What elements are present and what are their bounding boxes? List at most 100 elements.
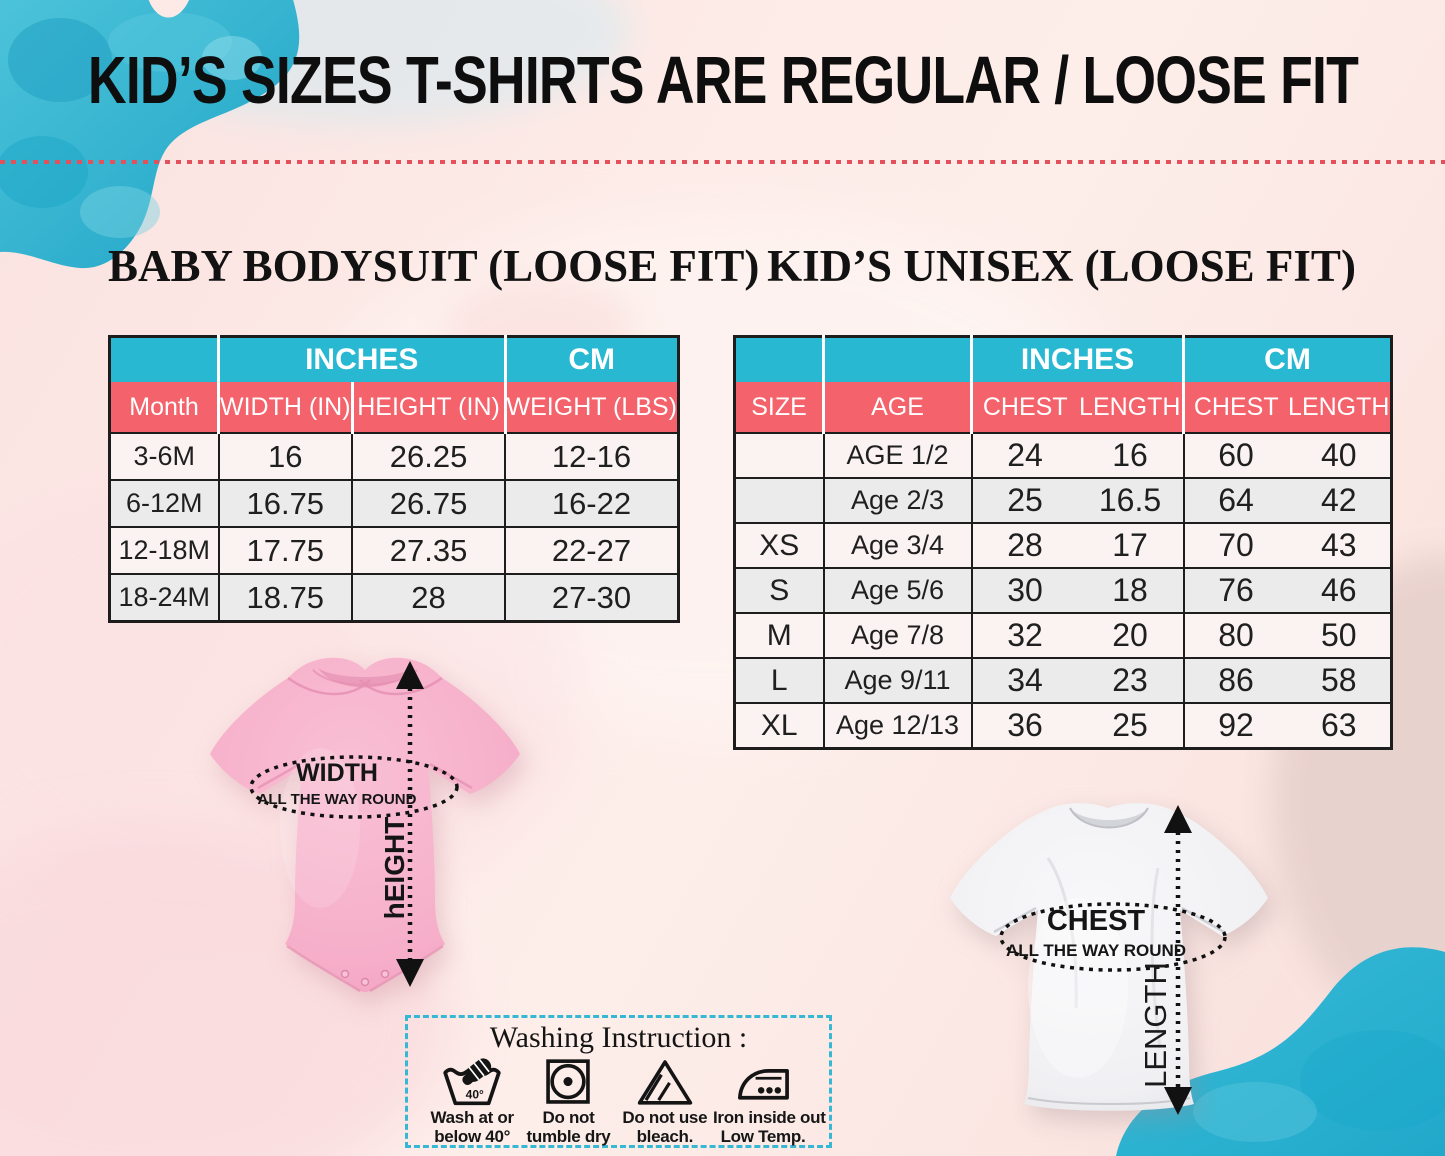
- do-not-tumble-dry-icon: [546, 1059, 591, 1104]
- table-row: XS Age 3/4 28 17 70 43: [734, 522, 1392, 568]
- width-measure-ellipse: [249, 755, 459, 819]
- chest-sublabel: ALL THE WAY ROUND: [1006, 941, 1186, 960]
- table-cell: 25: [970, 477, 1078, 523]
- column-header-cell: CHEST: [970, 382, 1078, 433]
- washing-items: 40° Wash at or below 40° Do not tumble dry: [408, 1055, 829, 1146]
- table-cell: 92: [1182, 702, 1288, 749]
- column-header-cell: SIZE: [734, 382, 824, 433]
- kids-tshirt-illustration: CHEST ALL THE WAY ROUND LENGTH: [950, 803, 1268, 1115]
- table-cell: 23: [1077, 657, 1184, 703]
- table-cell: 26.75: [351, 479, 506, 527]
- group-header-cell: INCHES: [970, 336, 1184, 382]
- height-label: hEIGHT: [379, 817, 410, 920]
- washing-instruction-title: Washing Instruction :: [489, 1021, 748, 1054]
- kids-size-table: INCHES CM SIZE AGE CHEST LENGTH CHEST LENGTH AGE…: [733, 335, 1393, 750]
- length-measure-arrow: [1164, 805, 1192, 1115]
- column-header-cell: LENGTH: [1287, 382, 1392, 433]
- table-cell: 76: [1182, 567, 1288, 613]
- size-table: INCHES CM Month WIDTH (IN) HEIGHT (IN) WEIGHT…: [108, 335, 680, 623]
- teal-blob-top-left: [0, 0, 300, 269]
- group-header-cell: INCHES: [217, 336, 506, 382]
- table-row: M Age 7/8 32 20 80 50: [734, 612, 1392, 658]
- table-cell: 3-6M: [109, 432, 219, 480]
- column-header-row: SIZE AGE CHEST LENGTH CHEST LENGTH: [734, 382, 1392, 433]
- washing-item: 40° Wash at or below 40°: [424, 1057, 520, 1146]
- table-cell: XS: [734, 522, 824, 568]
- svg-text:40°: 40°: [466, 1088, 484, 1102]
- table-row: L Age 9/11 34 23 86 58: [734, 657, 1392, 703]
- table-cell: 20: [1077, 612, 1184, 658]
- table-cell: Age 2/3: [822, 477, 972, 523]
- table-cell: Age 12/13: [822, 702, 972, 749]
- group-header-cell: CM: [503, 336, 679, 382]
- table-cell: Age 5/6: [822, 567, 972, 613]
- group-header-cell: [822, 336, 972, 382]
- kids-section-heading: KID’S UNISEX (LOOSE FIT): [767, 241, 1356, 291]
- teal-blob-bottom-right: [1116, 947, 1445, 1156]
- table-cell: 16.5: [1077, 477, 1184, 523]
- table-cell: 28: [351, 573, 506, 622]
- do-not-bleach-icon: [637, 1060, 692, 1105]
- group-header-cell: CM: [1182, 336, 1392, 382]
- width-sublabel: ALL THE WAY ROUND: [258, 791, 417, 808]
- column-header-cell: HEIGHT (IN): [350, 382, 506, 433]
- table-cell: 16: [217, 432, 353, 480]
- table-cell: AGE 1/2: [822, 432, 972, 478]
- table-cell: 12-18M: [109, 526, 219, 574]
- table-cell: 42: [1287, 477, 1392, 523]
- table-cell: 34: [970, 657, 1078, 703]
- table-cell: 16.75: [217, 479, 353, 527]
- column-header-row: Month WIDTH (IN) HEIGHT (IN) WEIGHT (LBS): [109, 382, 679, 433]
- table-cell: 30: [970, 567, 1078, 613]
- chest-measure-ellipse: [999, 902, 1227, 972]
- length-label: LENGTH: [1138, 962, 1173, 1088]
- table-cell: XL: [734, 702, 824, 749]
- table-cell: Age 3/4: [822, 522, 972, 568]
- column-header-cell: WEIGHT (LBS): [503, 382, 679, 433]
- group-header-cell: [109, 336, 219, 382]
- washing-item-label: Iron inside out Low Temp.: [712, 1108, 826, 1146]
- table-cell: Age 9/11: [822, 657, 972, 703]
- iron-inside-out-icon: [737, 1069, 789, 1100]
- table-cell: 36: [970, 702, 1078, 749]
- column-header-cell: Month: [109, 382, 219, 433]
- column-header-cell: WIDTH (IN): [217, 382, 353, 433]
- washing-item: Iron inside out Low Temp.: [712, 1057, 826, 1146]
- table-cell: 43: [1287, 522, 1392, 568]
- table-cell: 60: [1182, 432, 1288, 478]
- table-cell: 50: [1287, 612, 1392, 658]
- table-cell: 16: [1077, 432, 1184, 478]
- baby-size-table: INCHES CM Month WIDTH (IN) HEIGHT (IN) WEIGHT…: [108, 335, 680, 623]
- table-cell: 12-16: [504, 432, 679, 480]
- table-cell: 70: [1182, 522, 1288, 568]
- table-cell: 17: [1077, 522, 1184, 568]
- wash-below-40-icon: 40°: [443, 1058, 501, 1106]
- baby-section-heading: BABY BODYSUIT (LOOSE FIT): [108, 241, 760, 291]
- table-cell: M: [734, 612, 824, 658]
- table-cell: [734, 432, 824, 478]
- table-cell: 26.25: [351, 432, 506, 480]
- column-header-cell: AGE: [822, 382, 972, 433]
- table-cell: 27.35: [351, 526, 506, 574]
- washing-item-label: Do not use bleach.: [622, 1108, 708, 1146]
- table-cell: [734, 477, 824, 523]
- baby-bodysuit-illustration: WIDTH ALL THE WAY ROUND hEIGHT: [210, 657, 520, 993]
- table-row: AGE 1/2 24 16 60 40: [734, 432, 1392, 478]
- table-cell: 18: [1077, 567, 1184, 613]
- table-row: 12-18M 17.75 27.35 22-27: [109, 526, 679, 574]
- washing-instruction-box: Washing Instruction : 40° Wash at or belo: [405, 1015, 832, 1148]
- width-label: WIDTH: [296, 759, 378, 787]
- washing-item: Do not tumble dry: [520, 1057, 616, 1146]
- page-title: KID’S SIZES T-SHIRTS ARE REGULAR / LOOSE…: [87, 43, 1358, 118]
- table-cell: 40: [1287, 432, 1392, 478]
- size-table: INCHES CM SIZE AGE CHEST LENGTH CHEST LENGTH AGE…: [733, 335, 1393, 750]
- table-cell: 25: [1077, 702, 1184, 749]
- group-header-row: INCHES CM: [109, 336, 679, 382]
- height-measure-arrow: [396, 661, 424, 987]
- washing-item-label: Wash at or below 40°: [430, 1108, 515, 1146]
- table-cell: 22-27: [504, 526, 679, 574]
- chest-label: CHEST: [1047, 905, 1146, 937]
- group-header-cell: [734, 336, 824, 382]
- table-row: S Age 5/6 30 18 76 46: [734, 567, 1392, 613]
